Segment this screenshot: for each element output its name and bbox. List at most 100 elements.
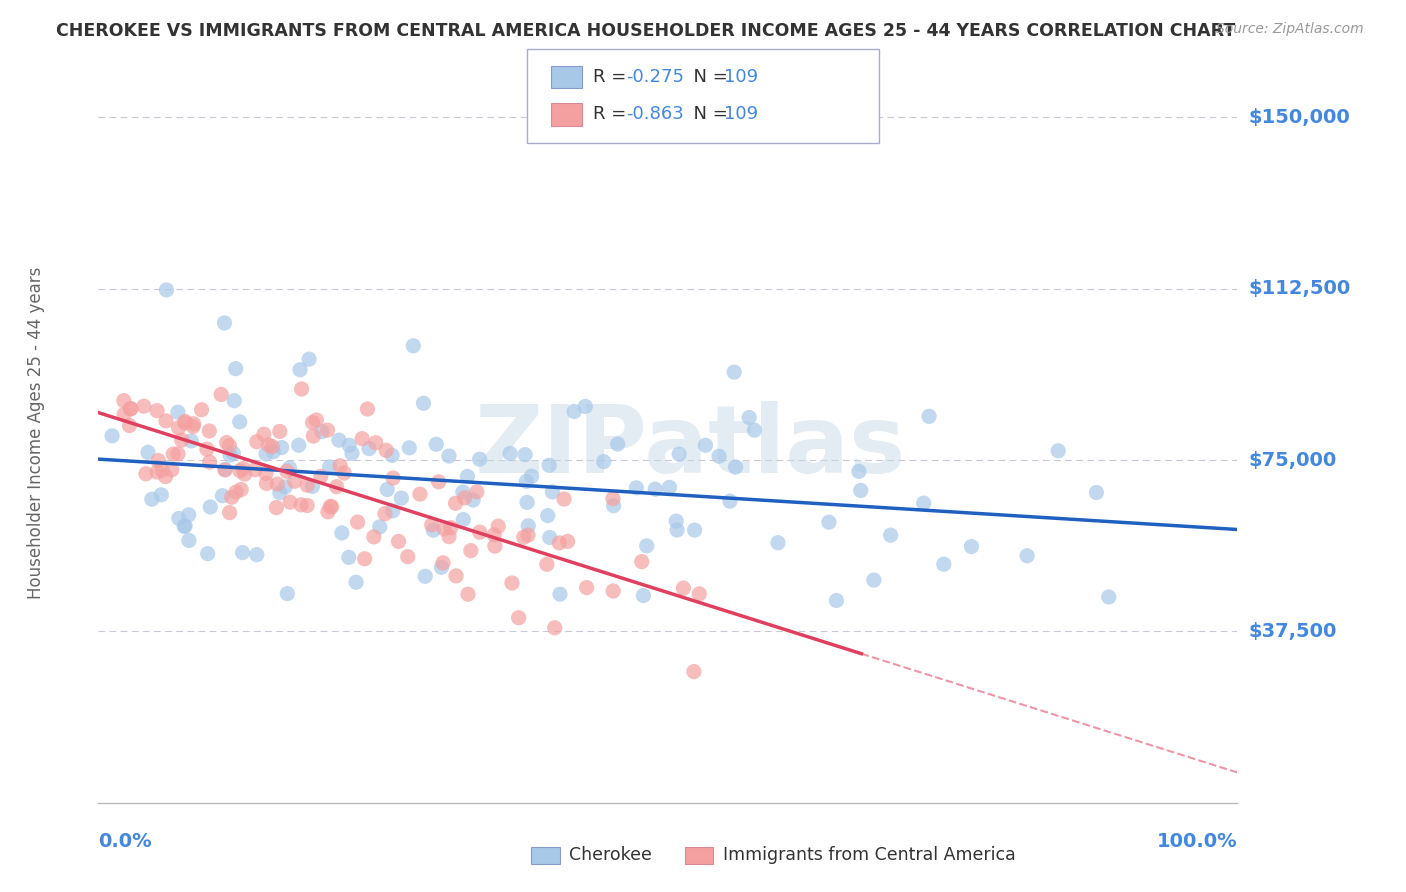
Point	[170, 433, 193, 447]
Point	[666, 523, 689, 537]
Point	[553, 491, 575, 506]
Point	[221, 490, 243, 504]
Point	[346, 515, 368, 529]
Text: Householder Income Ages 25 - 44 years: Householder Income Ages 25 - 44 years	[27, 267, 45, 599]
Point	[409, 487, 432, 501]
Text: 100.0%: 100.0%	[1157, 832, 1237, 852]
Point	[177, 508, 200, 522]
Point	[457, 587, 479, 601]
Point	[738, 410, 761, 425]
Point	[215, 435, 238, 450]
Point	[398, 441, 420, 455]
Point	[155, 283, 177, 297]
Point	[382, 471, 405, 485]
Point	[174, 414, 197, 428]
Point	[453, 491, 475, 505]
Point	[266, 477, 288, 491]
Point	[316, 505, 339, 519]
Point	[325, 480, 347, 494]
Point	[243, 463, 266, 477]
Point	[167, 511, 190, 525]
Point	[177, 533, 200, 548]
Point	[232, 545, 254, 559]
Point	[683, 665, 706, 679]
Point	[214, 462, 236, 476]
Text: ZIPatlas: ZIPatlas	[475, 401, 907, 493]
Point	[451, 513, 474, 527]
Point	[232, 461, 254, 475]
Point	[298, 352, 321, 367]
Point	[135, 467, 157, 481]
Point	[198, 424, 221, 438]
Point	[291, 382, 314, 396]
Point	[630, 555, 652, 569]
Point	[402, 339, 425, 353]
Point	[160, 463, 183, 477]
Text: R =: R =	[593, 68, 633, 86]
Point	[658, 480, 681, 494]
Point	[309, 469, 332, 483]
Point	[197, 547, 219, 561]
Point	[517, 518, 540, 533]
Point	[287, 438, 309, 452]
Point	[337, 550, 360, 565]
Point	[912, 496, 935, 510]
Point	[167, 421, 190, 435]
Point	[328, 433, 350, 447]
Point	[316, 423, 339, 437]
Point	[665, 514, 688, 528]
Point	[167, 447, 190, 461]
Point	[353, 551, 375, 566]
Point	[305, 413, 328, 427]
Text: N =: N =	[682, 105, 734, 123]
Point	[548, 587, 571, 601]
Point	[368, 520, 391, 534]
Point	[256, 476, 278, 491]
Point	[219, 448, 242, 462]
Point	[269, 425, 291, 439]
Point	[195, 442, 218, 456]
Text: CHEROKEE VS IMMIGRANTS FROM CENTRAL AMERICA HOUSEHOLDER INCOME AGES 25 - 44 YEAR: CHEROKEE VS IMMIGRANTS FROM CENTRAL AMER…	[56, 22, 1236, 40]
Point	[101, 429, 124, 443]
Point	[499, 446, 522, 460]
Point	[688, 587, 710, 601]
Point	[359, 442, 381, 456]
Point	[174, 518, 197, 533]
Text: Source: ZipAtlas.com: Source: ZipAtlas.com	[1216, 22, 1364, 37]
Point	[173, 519, 195, 533]
Point	[515, 475, 537, 489]
Point	[848, 464, 870, 478]
Point	[222, 446, 245, 460]
Point	[513, 448, 536, 462]
Point	[253, 427, 276, 442]
Point	[214, 463, 236, 477]
Point	[468, 525, 491, 540]
Point	[512, 530, 534, 544]
Point	[430, 560, 453, 574]
Point	[337, 438, 360, 452]
Text: $112,500: $112,500	[1249, 279, 1351, 298]
Point	[321, 500, 343, 514]
Point	[387, 534, 409, 549]
Point	[276, 586, 298, 600]
Text: $37,500: $37,500	[1249, 622, 1337, 641]
Point	[278, 461, 301, 475]
Point	[269, 485, 291, 500]
Point	[180, 434, 202, 448]
Point	[225, 485, 247, 500]
Point	[463, 493, 485, 508]
Point	[218, 439, 240, 453]
Point	[278, 495, 301, 509]
Point	[574, 400, 596, 414]
Point	[602, 584, 624, 599]
Point	[644, 482, 666, 496]
Point	[932, 557, 955, 571]
Point	[440, 521, 463, 535]
Point	[766, 535, 789, 549]
Point	[537, 508, 560, 523]
Point	[849, 483, 872, 498]
Point	[381, 504, 404, 518]
Point	[422, 523, 444, 537]
Text: N =: N =	[682, 68, 734, 86]
Point	[228, 415, 250, 429]
